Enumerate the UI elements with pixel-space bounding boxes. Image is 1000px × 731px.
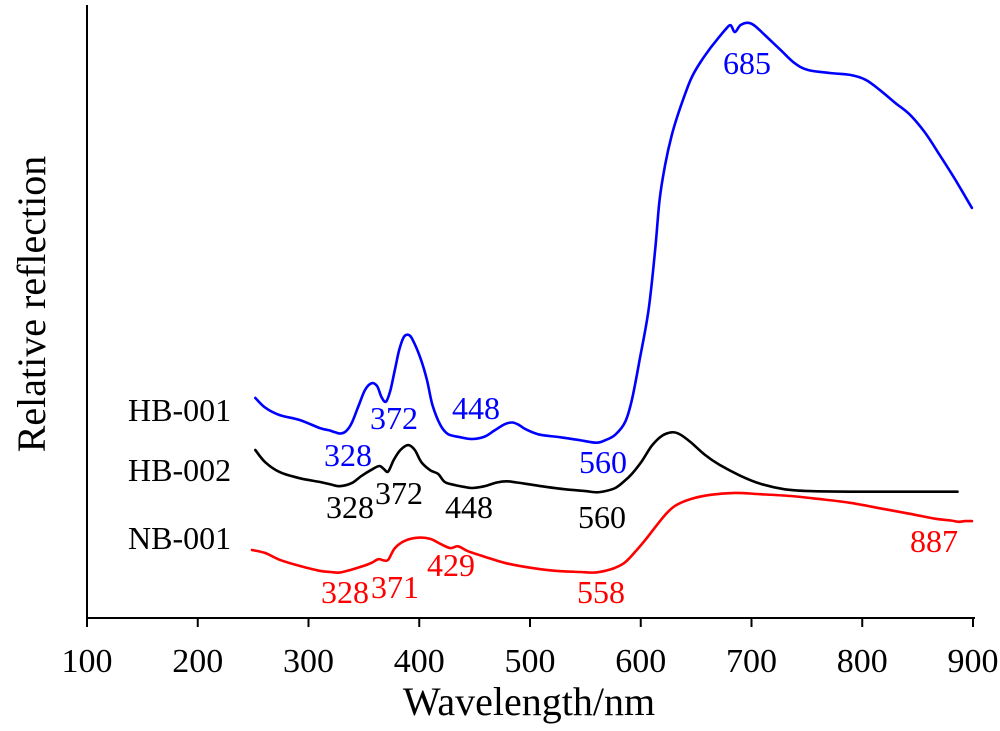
x-tick-label: 700 xyxy=(726,643,777,680)
data-label-hb-002: 560 xyxy=(578,499,626,535)
data-labels-hb-001: 328 372 448 560 685 xyxy=(324,45,771,480)
data-label-hb-002: 448 xyxy=(445,489,493,525)
data-label-nb-001: 371 xyxy=(371,569,419,605)
x-tick-label: 100 xyxy=(62,643,113,680)
x-tick-label: 600 xyxy=(615,643,666,680)
data-label-nb-001: 887 xyxy=(910,523,958,559)
series-label-hb-001: HB-001 xyxy=(128,392,231,428)
data-label-hb-001: 372 xyxy=(370,400,418,436)
data-label-hb-001: 685 xyxy=(723,45,771,81)
x-tick-label: 300 xyxy=(283,643,334,680)
data-label-hb-002: 372 xyxy=(375,475,423,511)
data-labels-nb-001: 328 371 429 558 887 xyxy=(321,523,958,610)
series-label-hb-002: HB-002 xyxy=(128,452,231,488)
series-label-nb-001: NB-001 xyxy=(128,520,231,556)
x-ticks: 100 200 300 400 500 600 700 800 900 xyxy=(62,618,999,680)
x-tick-label: 800 xyxy=(837,643,888,680)
y-axis-label: Relative reflection xyxy=(9,156,54,453)
data-labels-hb-002: 328 372 448 560 xyxy=(326,475,626,535)
data-label-nb-001: 429 xyxy=(427,547,475,583)
data-label-hb-001: 328 xyxy=(324,437,372,473)
x-tick-label: 200 xyxy=(172,643,223,680)
data-label-nb-001: 558 xyxy=(577,574,625,610)
x-tick-label: 400 xyxy=(394,643,445,680)
axes: 100 200 300 400 500 600 700 800 900 xyxy=(62,5,999,680)
x-axis-label: Wavelength/nm xyxy=(403,679,655,724)
series-line-hb-001 xyxy=(254,21,974,444)
series-line-hb-002 xyxy=(254,430,959,494)
series-names: HB-001 HB-002 NB-001 xyxy=(128,392,231,556)
data-label-hb-002: 328 xyxy=(326,489,374,525)
series-lines xyxy=(250,21,974,574)
data-label-hb-001: 560 xyxy=(579,444,627,480)
data-label-nb-001: 328 xyxy=(321,574,369,610)
x-tick-label: 900 xyxy=(948,643,999,680)
x-tick-label: 500 xyxy=(505,643,556,680)
series-line-nb-001 xyxy=(250,491,974,574)
data-label-hb-001: 448 xyxy=(452,390,500,426)
